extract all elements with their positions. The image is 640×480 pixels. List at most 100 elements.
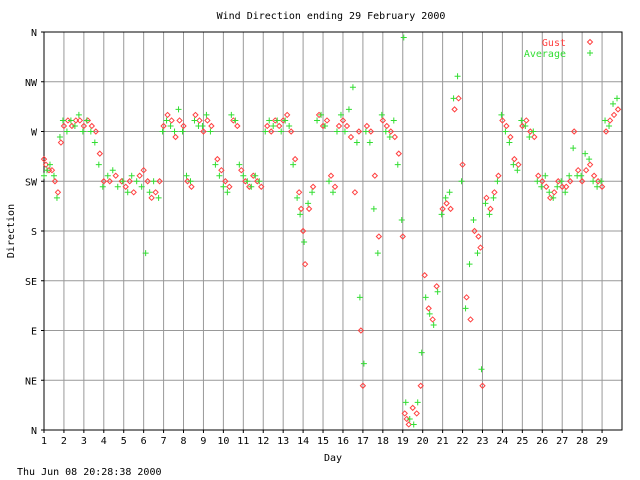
y-tick-label: W: [31, 128, 38, 139]
gust-point: [54, 189, 62, 196]
average-point: [426, 310, 433, 317]
gust-point: [574, 166, 582, 174]
gust-point: [84, 117, 92, 124]
average-point: [75, 111, 82, 118]
average-point: [534, 178, 541, 185]
average-point: [290, 161, 297, 168]
y-tick-label: NE: [25, 376, 37, 387]
gust-point: [40, 155, 48, 163]
average-point: [46, 161, 53, 168]
average-point: [333, 128, 340, 135]
average-point: [175, 106, 182, 113]
x-tick-label: 25: [516, 436, 528, 447]
gust-point: [487, 205, 494, 213]
average-point: [410, 421, 417, 428]
average-point: [442, 194, 449, 201]
average-point: [610, 100, 617, 107]
gust-point: [582, 166, 590, 174]
y-axis-ticks: N NE E SE S SW W NW N: [25, 28, 44, 437]
gust-point: [614, 106, 622, 113]
gust-point: [535, 172, 542, 179]
average-point: [203, 111, 210, 118]
gust-point: [483, 194, 490, 202]
average-point: [470, 216, 477, 223]
average-point: [104, 172, 111, 179]
gust-point: [80, 122, 88, 130]
average-point: [602, 117, 609, 124]
gust-point: [421, 272, 428, 279]
average-point: [518, 117, 525, 124]
gust-point: [106, 178, 113, 185]
gust-point: [48, 166, 56, 174]
gust-point: [204, 117, 211, 124]
average-point: [301, 239, 308, 246]
gust-point: [64, 117, 72, 124]
gust-point: [391, 133, 398, 141]
y-tick-label: SW: [25, 177, 38, 188]
gust-point: [297, 205, 305, 213]
gust-point: [208, 122, 215, 130]
gust-point: [88, 122, 96, 130]
average-point: [163, 117, 170, 124]
gust-point: [555, 178, 562, 185]
gust-point: [268, 128, 275, 135]
gust-point: [51, 178, 59, 185]
legend-average-marker: [587, 50, 593, 56]
average-point: [614, 95, 621, 102]
average-point: [248, 183, 255, 190]
average-point: [155, 194, 162, 201]
average-point: [256, 178, 263, 185]
gust-point: [343, 122, 351, 130]
gust-point: [383, 122, 391, 130]
average-point: [458, 178, 465, 185]
average-point: [341, 128, 348, 135]
gust-point: [60, 122, 68, 130]
gust-point: [351, 189, 359, 196]
average-point: [494, 178, 501, 185]
gust-point: [357, 327, 365, 334]
average-point: [502, 128, 509, 135]
average-point: [150, 178, 157, 185]
gust-point: [258, 183, 265, 190]
gust-point: [331, 183, 339, 190]
average-point: [578, 172, 585, 179]
average-point: [297, 211, 304, 218]
average-point: [558, 178, 565, 185]
gust-point: [355, 128, 363, 135]
average-point: [50, 172, 57, 179]
x-tick-label: 11: [237, 436, 249, 447]
gust-point: [136, 172, 143, 179]
gust-point: [112, 172, 119, 179]
average-point: [87, 128, 94, 135]
gust-point: [401, 410, 408, 417]
gust-point: [562, 183, 570, 190]
average-point: [378, 111, 385, 118]
average-point: [270, 122, 277, 129]
average-point: [402, 399, 409, 406]
gust-point: [547, 194, 554, 202]
x-tick-label: 22: [457, 436, 469, 447]
y-tick-label: N: [31, 28, 37, 39]
x-axis-label: Day: [324, 453, 342, 464]
average-point: [240, 172, 247, 179]
average-point: [606, 122, 613, 129]
average-point: [71, 122, 78, 129]
gust-point: [527, 128, 534, 135]
gust-point: [371, 172, 379, 179]
average-point: [294, 194, 301, 201]
y-tick-label: N: [31, 426, 37, 437]
gust-point: [375, 233, 383, 240]
gust-point: [395, 150, 402, 157]
average-point: [187, 178, 194, 185]
legend: Gust Average: [524, 38, 594, 60]
x-tick-label: 20: [417, 436, 429, 447]
average-point: [83, 117, 90, 124]
average-point: [418, 349, 425, 356]
gust-point: [323, 117, 331, 124]
x-tick-label: 17: [357, 436, 369, 447]
gust-point: [291, 155, 299, 163]
average-point: [216, 172, 223, 179]
gust-point: [495, 172, 502, 179]
average-point: [183, 172, 190, 179]
average-point: [550, 194, 557, 201]
